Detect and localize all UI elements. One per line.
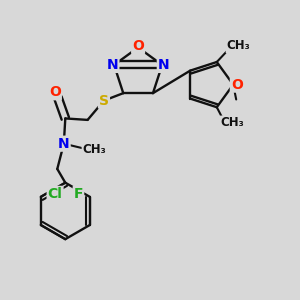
Text: O: O bbox=[49, 85, 61, 99]
Text: N: N bbox=[58, 137, 70, 151]
Text: CH₃: CH₃ bbox=[82, 142, 106, 155]
Text: O: O bbox=[132, 39, 144, 53]
Text: CH₃: CH₃ bbox=[226, 39, 250, 52]
Text: O: O bbox=[231, 78, 243, 92]
Text: CH₃: CH₃ bbox=[221, 116, 244, 130]
Text: S: S bbox=[99, 94, 109, 108]
Text: N: N bbox=[107, 58, 118, 72]
Text: F: F bbox=[74, 187, 83, 201]
Text: Cl: Cl bbox=[48, 187, 62, 201]
Text: N: N bbox=[158, 58, 170, 72]
